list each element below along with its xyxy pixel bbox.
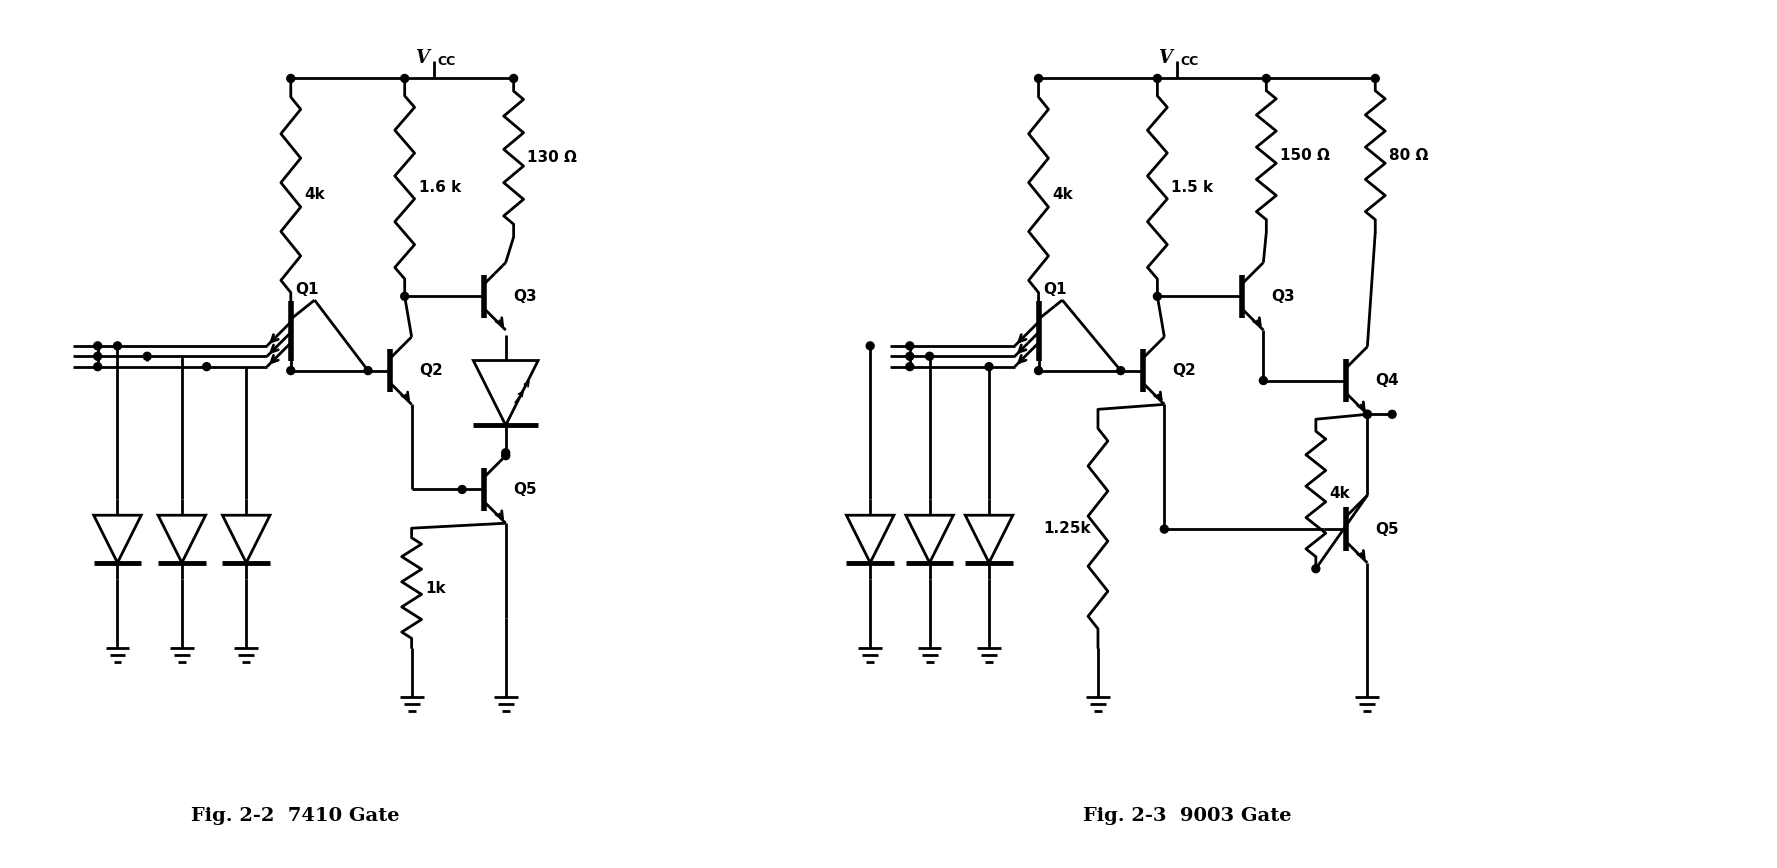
Text: 80 Ω: 80 Ω: [1390, 148, 1429, 162]
Circle shape: [984, 363, 993, 371]
Text: Q3: Q3: [514, 289, 537, 304]
Circle shape: [364, 366, 371, 375]
Circle shape: [1116, 366, 1125, 375]
Circle shape: [1034, 75, 1043, 82]
Text: 1.25k: 1.25k: [1043, 521, 1091, 536]
Circle shape: [1153, 293, 1162, 300]
Circle shape: [1260, 377, 1267, 385]
Circle shape: [144, 352, 151, 360]
Text: 130 Ω: 130 Ω: [528, 150, 578, 165]
Text: CC: CC: [437, 55, 455, 68]
Text: V: V: [1159, 49, 1173, 67]
Circle shape: [1153, 75, 1162, 82]
Text: Q2: Q2: [419, 363, 442, 378]
Text: 1.6 k: 1.6 k: [419, 180, 460, 195]
Circle shape: [1388, 411, 1397, 418]
Text: Q5: Q5: [1375, 522, 1398, 536]
Text: 150 Ω: 150 Ω: [1279, 148, 1329, 162]
Circle shape: [458, 485, 466, 493]
Circle shape: [906, 363, 913, 371]
Text: 1.5 k: 1.5 k: [1171, 180, 1214, 195]
Circle shape: [906, 352, 913, 360]
Text: 4k: 4k: [1052, 187, 1073, 202]
Circle shape: [402, 293, 409, 300]
Circle shape: [1262, 75, 1271, 82]
Circle shape: [94, 352, 101, 360]
Circle shape: [865, 342, 874, 350]
Text: Q2: Q2: [1173, 363, 1196, 378]
Text: CC: CC: [1180, 55, 1198, 68]
Circle shape: [1311, 565, 1320, 573]
Text: Fig. 2-3  9003 Gate: Fig. 2-3 9003 Gate: [1082, 807, 1292, 825]
Circle shape: [114, 342, 121, 350]
Circle shape: [1372, 75, 1379, 82]
Text: Q1: Q1: [295, 282, 320, 297]
Text: V: V: [416, 49, 430, 67]
Text: 1k: 1k: [425, 581, 446, 595]
Circle shape: [94, 342, 101, 350]
Text: 4k: 4k: [1329, 486, 1351, 502]
Circle shape: [1363, 411, 1372, 418]
Text: Q1: Q1: [1043, 282, 1066, 297]
Circle shape: [286, 366, 295, 375]
Circle shape: [94, 363, 101, 371]
Circle shape: [1160, 525, 1167, 533]
Text: Q4: Q4: [1375, 373, 1398, 388]
Circle shape: [501, 451, 510, 460]
Text: Q5: Q5: [514, 482, 537, 497]
Circle shape: [501, 449, 510, 457]
Text: Q3: Q3: [1271, 289, 1295, 304]
Circle shape: [1034, 366, 1043, 375]
Circle shape: [906, 342, 913, 350]
Circle shape: [203, 363, 210, 371]
Circle shape: [286, 75, 295, 82]
Circle shape: [402, 75, 409, 82]
Circle shape: [510, 75, 517, 82]
Text: 4k: 4k: [304, 187, 325, 202]
Circle shape: [926, 352, 933, 360]
Text: Fig. 2-2  7410 Gate: Fig. 2-2 7410 Gate: [192, 807, 400, 825]
Circle shape: [1363, 411, 1372, 418]
